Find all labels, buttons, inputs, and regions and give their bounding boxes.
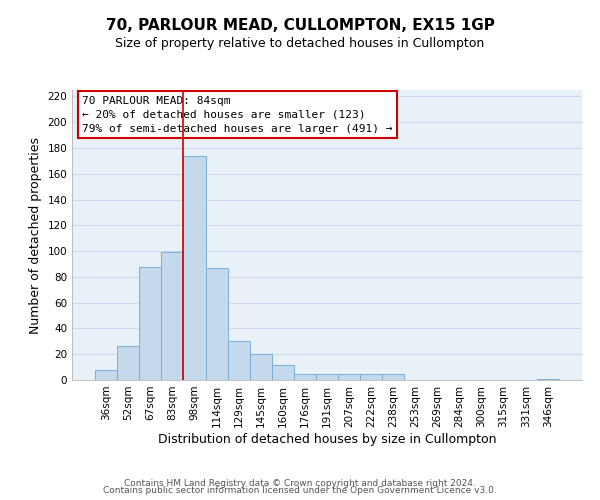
Bar	[161, 252, 184, 380]
Bar	[227, 342, 250, 380]
Bar	[117, 346, 139, 380]
Text: Contains public sector information licensed under the Open Government Licence v3: Contains public sector information licen…	[103, 486, 497, 495]
Bar	[537, 378, 559, 380]
Bar	[206, 268, 227, 380]
Bar	[338, 374, 360, 380]
Text: 70, PARLOUR MEAD, CULLOMPTON, EX15 1GP: 70, PARLOUR MEAD, CULLOMPTON, EX15 1GP	[106, 18, 494, 32]
Bar	[382, 374, 404, 380]
Text: Size of property relative to detached houses in Cullompton: Size of property relative to detached ho…	[115, 38, 485, 51]
Bar	[250, 354, 272, 380]
Bar	[272, 364, 294, 380]
Bar	[139, 266, 161, 380]
Text: 70 PARLOUR MEAD: 84sqm
← 20% of detached houses are smaller (123)
79% of semi-de: 70 PARLOUR MEAD: 84sqm ← 20% of detached…	[82, 96, 392, 134]
Bar	[95, 370, 117, 380]
Bar	[360, 374, 382, 380]
Y-axis label: Number of detached properties: Number of detached properties	[29, 136, 42, 334]
X-axis label: Distribution of detached houses by size in Cullompton: Distribution of detached houses by size …	[158, 432, 496, 446]
Bar	[294, 374, 316, 380]
Bar	[316, 374, 338, 380]
Text: Contains HM Land Registry data © Crown copyright and database right 2024.: Contains HM Land Registry data © Crown c…	[124, 478, 476, 488]
Bar	[184, 156, 206, 380]
